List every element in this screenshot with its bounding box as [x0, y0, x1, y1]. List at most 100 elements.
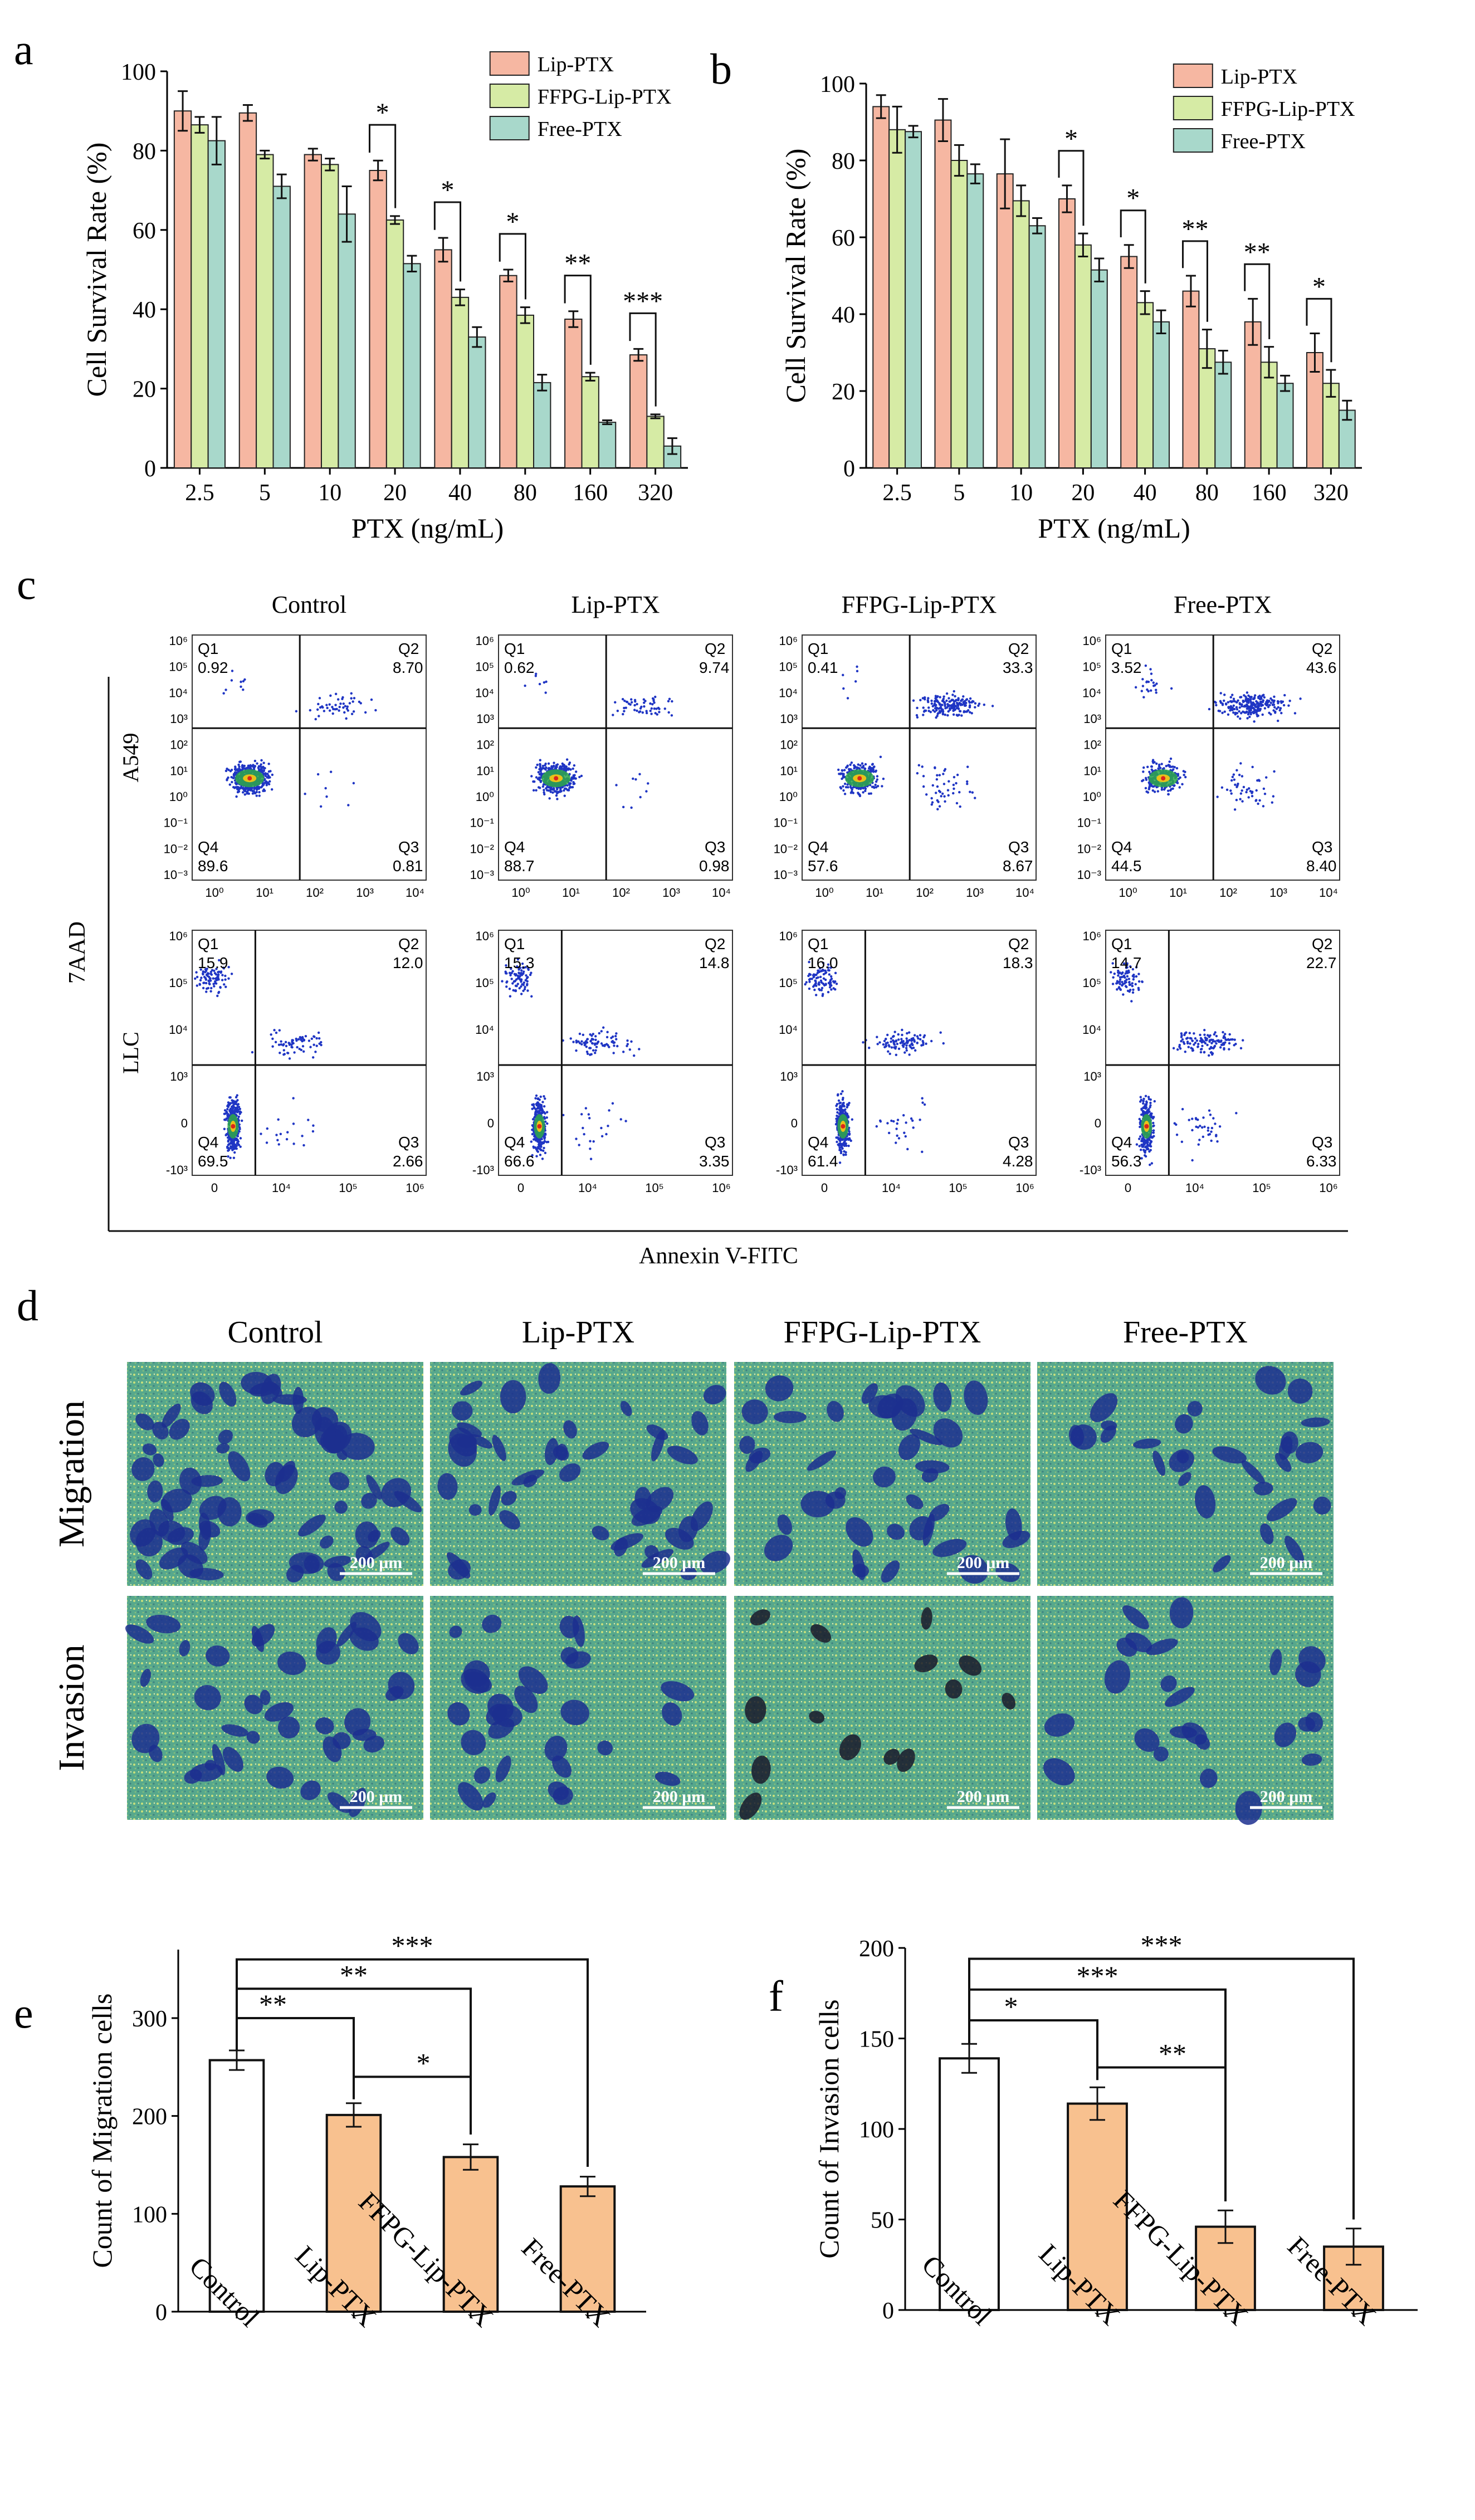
event-dot — [632, 777, 634, 780]
event-dot — [1253, 694, 1257, 697]
event-dot — [230, 679, 233, 682]
bar — [1136, 302, 1154, 468]
event-dot — [1125, 985, 1128, 989]
event-dot — [820, 986, 824, 990]
event-dot — [1263, 696, 1266, 699]
event-dot — [1273, 706, 1276, 709]
event-dot — [542, 1142, 545, 1145]
event-dot — [960, 714, 963, 717]
event-dot — [643, 701, 646, 704]
event-dot — [829, 975, 833, 978]
event-dot — [1237, 715, 1239, 718]
event-dot — [1242, 1039, 1244, 1042]
y-tick-label: 0 — [487, 1116, 494, 1130]
event-dot — [240, 680, 242, 683]
q3-value: 8.67 — [1003, 857, 1033, 875]
bar — [581, 376, 599, 468]
event-dot — [1159, 766, 1162, 769]
event-dot — [930, 797, 933, 800]
event-dot — [1247, 796, 1250, 799]
significance-label: * — [506, 207, 519, 237]
event-dot — [236, 1106, 239, 1108]
event-dot — [207, 986, 210, 990]
plot-frame — [192, 634, 427, 881]
event-dot — [1216, 1039, 1219, 1042]
event-dot — [309, 1046, 312, 1048]
event-dot — [1257, 802, 1259, 805]
event-dot — [1151, 1116, 1154, 1119]
event-dot — [922, 714, 925, 716]
event-dot — [339, 702, 342, 705]
event-dot — [952, 709, 955, 712]
event-dot — [282, 1049, 286, 1052]
y-tick-label: 10⁴ — [779, 1023, 798, 1037]
event-dot — [966, 780, 969, 783]
event-dot — [836, 1102, 839, 1106]
event-dot — [279, 1132, 282, 1136]
y-tick-label: 10⁴ — [1082, 686, 1101, 700]
event-dot — [1223, 710, 1226, 713]
event-dot — [530, 775, 533, 778]
event-dot — [1121, 984, 1124, 987]
event-dot — [843, 793, 847, 795]
event-dot — [930, 1039, 933, 1043]
event-dot — [226, 1107, 229, 1111]
significance-bracket — [629, 312, 657, 407]
event-dot — [895, 1141, 897, 1144]
q4-name: Q4 — [808, 838, 828, 856]
event-dot — [1240, 775, 1244, 778]
event-dot — [1213, 1044, 1217, 1048]
event-dot — [551, 791, 554, 794]
event-dot — [291, 1039, 294, 1042]
event-dot — [627, 702, 631, 705]
event-dot — [1173, 784, 1176, 787]
x-tick-label: 10¹ — [256, 886, 273, 900]
q4-name: Q4 — [808, 1134, 828, 1151]
event-dot — [535, 1155, 538, 1158]
event-dot — [1145, 1111, 1148, 1114]
event-dot — [628, 1048, 632, 1051]
x-axis-title: PTX (ng/mL) — [1038, 512, 1190, 544]
event-dot — [1145, 1146, 1148, 1149]
event-dot — [951, 705, 955, 708]
event-dot — [231, 1109, 234, 1112]
event-dot — [195, 971, 198, 974]
q1-value: 15.3 — [504, 954, 535, 971]
event-dot — [814, 994, 818, 997]
event-dot — [1208, 1109, 1211, 1112]
event-dot — [829, 981, 832, 984]
y-tick-label: 10⁵ — [169, 976, 188, 990]
event-dot — [1124, 976, 1126, 979]
event-dot — [832, 980, 835, 983]
event-dot — [887, 1044, 890, 1047]
event-dot — [953, 690, 955, 693]
event-dot — [1256, 705, 1259, 707]
event-dot — [1144, 1107, 1147, 1110]
event-dot — [653, 707, 656, 710]
event-dot — [295, 1037, 297, 1041]
x-tick-label: 10⁴ — [712, 886, 731, 900]
event-dot — [1137, 980, 1141, 983]
event-dot — [1280, 711, 1283, 715]
event-dot — [279, 1052, 281, 1054]
event-dot — [1203, 1125, 1206, 1129]
event-dot — [934, 792, 937, 794]
event-dot — [341, 696, 344, 699]
event-dot — [844, 786, 848, 789]
event-dot — [876, 1043, 879, 1046]
event-dot — [311, 1130, 315, 1133]
event-dot — [260, 763, 262, 766]
event-dot — [1209, 1114, 1212, 1116]
event-dot — [235, 1139, 238, 1141]
event-dot — [963, 704, 966, 707]
y-tick-label: 10³ — [780, 1069, 798, 1083]
row-label: LLC — [118, 1032, 143, 1074]
event-dot — [955, 802, 959, 805]
event-dot — [242, 680, 245, 683]
event-dot — [954, 699, 957, 702]
event-dot — [1151, 760, 1154, 763]
event-dot — [927, 700, 930, 704]
event-dot — [615, 1032, 618, 1035]
event-dot — [1243, 705, 1246, 708]
